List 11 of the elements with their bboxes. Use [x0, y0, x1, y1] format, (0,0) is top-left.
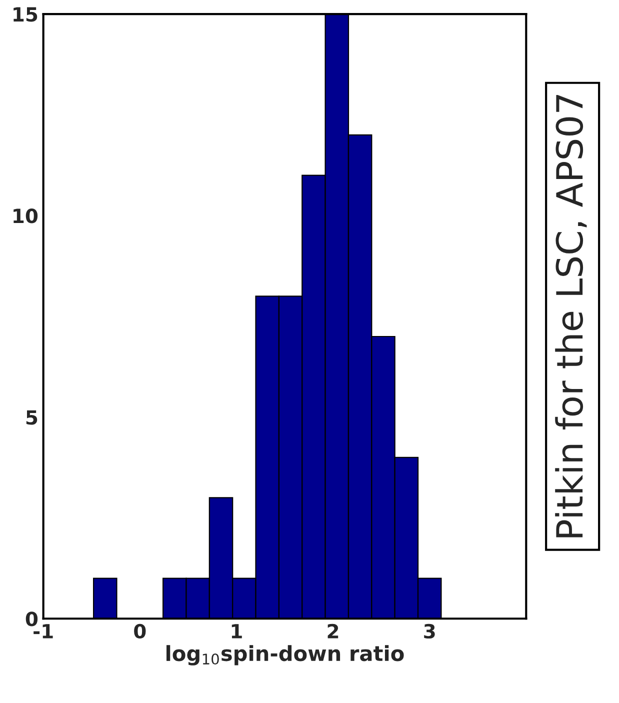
x-tick-label: 1	[232, 624, 242, 638]
y-tick-label: 10	[14, 208, 38, 224]
x-axis-title: log$_{10}$spin-down ratio	[166, 645, 404, 666]
y-tick-label: 0	[26, 612, 38, 626]
x-tick-label: 0	[134, 624, 146, 639]
x-tick-label: 2	[328, 624, 338, 638]
x-tick-label: 3	[424, 624, 435, 639]
y-tick-label: 15	[14, 7, 38, 22]
x-tick-label: -1	[34, 624, 53, 638]
text: Pitkin for the LSC, APS07	[555, 94, 587, 538]
y-tick-label: 5	[26, 410, 38, 425]
